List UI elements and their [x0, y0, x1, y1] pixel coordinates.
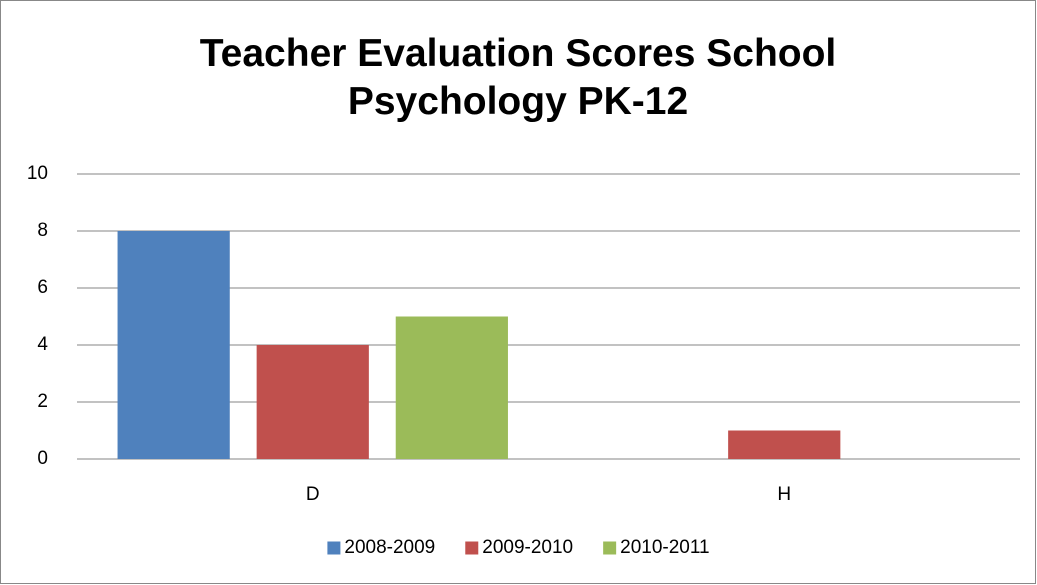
- legend-label: 2009-2010: [482, 537, 573, 558]
- legend-label: 2010-2011: [620, 537, 709, 558]
- legend-swatch: [603, 541, 617, 555]
- legend-label: 2008-2009: [344, 537, 435, 558]
- bar: [117, 231, 230, 459]
- y-tick-label: 8: [37, 220, 48, 241]
- y-tick-label: 10: [27, 163, 48, 184]
- y-tick-label: 0: [37, 448, 48, 469]
- y-tick-label: 4: [37, 334, 48, 355]
- y-tick-label: 6: [37, 277, 48, 298]
- legend-swatch: [327, 541, 341, 555]
- bar: [395, 316, 508, 459]
- chart-title: Teacher Evaluation Scores School Psychol…: [199, 32, 837, 123]
- x-tick-label: D: [306, 484, 320, 505]
- legend-swatch: [465, 541, 479, 555]
- x-tick-label: H: [777, 484, 791, 505]
- y-tick-label: 2: [37, 391, 48, 412]
- bar: [728, 430, 841, 459]
- bar: [256, 345, 369, 459]
